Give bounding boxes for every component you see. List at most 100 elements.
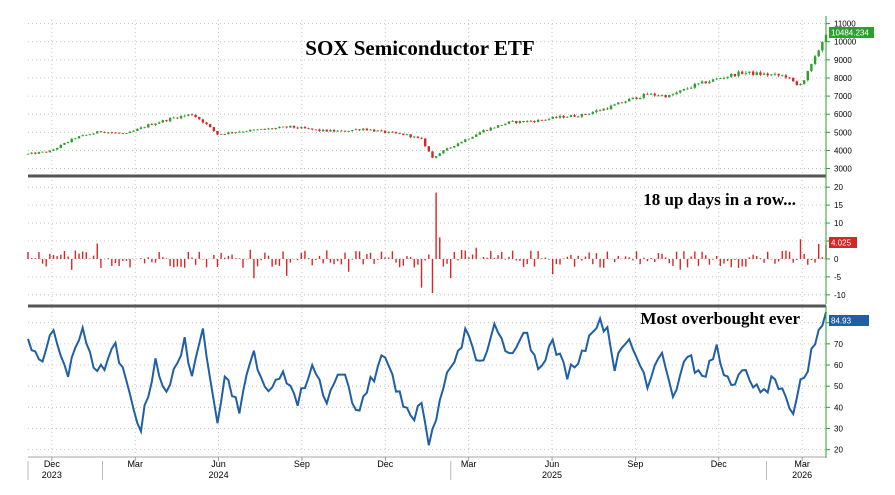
price-candle (362, 127, 365, 131)
price-candle (245, 130, 248, 133)
price-candle (817, 49, 820, 58)
y-tick-label: 8000 (834, 74, 852, 83)
last-value-badge-returns: 4.025 (829, 237, 857, 248)
price-candle (598, 109, 602, 112)
y-tick-label: 10000 (834, 38, 857, 47)
price-candle (649, 92, 653, 96)
price-candle (154, 123, 157, 127)
x-tick-label: Jun (545, 459, 560, 469)
price-candle (41, 151, 44, 153)
price-candle (34, 152, 37, 155)
price-candle (496, 125, 500, 129)
price-candle (668, 94, 671, 98)
price-candle (260, 128, 263, 130)
price-candle (518, 120, 522, 125)
panel-separators (28, 174, 826, 308)
price-candle (423, 137, 427, 147)
y-tick-label: 10 (834, 219, 843, 228)
price-candle (110, 131, 114, 134)
price-candle (420, 137, 423, 140)
price-candle (679, 90, 682, 94)
price-candle (646, 92, 649, 95)
rsi-line (27, 311, 827, 446)
price-candle (321, 129, 325, 132)
price-candle (536, 118, 540, 123)
price-candle (289, 125, 292, 128)
x-axis: Dec Mar Jun Sep Dec Mar Jun Sep Dec Mar 2023 2024 20… (27, 456, 826, 480)
y-tick-label: 0 (834, 255, 839, 264)
x-year-label: 2023 (42, 470, 62, 480)
y-tick-label: 4000 (834, 146, 852, 155)
price-candle (329, 129, 332, 132)
price-candle (770, 73, 773, 76)
price-candle (467, 138, 471, 140)
price-candle (474, 133, 478, 137)
price-candle (238, 130, 241, 133)
price-candle (766, 72, 769, 77)
price-candle (478, 131, 482, 135)
x-tick-label: Dec (377, 459, 394, 469)
price-candle (507, 121, 511, 125)
price-candle (624, 100, 627, 104)
price-candle (132, 130, 135, 133)
price-candle (340, 129, 343, 132)
price-candle (300, 126, 303, 129)
price-candle (376, 130, 380, 132)
price-candle (147, 123, 150, 129)
price-candle (194, 114, 197, 118)
price-candle (394, 131, 398, 134)
price-candle (281, 126, 285, 128)
price-candle (208, 123, 212, 128)
price-candle (431, 151, 434, 159)
price-candle (227, 131, 230, 135)
price-candle (252, 129, 256, 131)
y-tick-label: 5000 (834, 128, 852, 137)
price-candle (511, 120, 514, 122)
price-candle (212, 126, 216, 132)
y-tick-label: 40 (834, 403, 843, 412)
price-candle (700, 80, 704, 84)
price-candle (249, 129, 252, 132)
price-candle (190, 113, 194, 116)
price-candle (391, 131, 394, 133)
price-candle (759, 70, 762, 76)
price-candle (438, 152, 441, 157)
price-candle (489, 126, 492, 132)
price-candle (569, 114, 573, 117)
price-candle (318, 128, 321, 132)
price-candle (205, 121, 208, 126)
price-last-value: 10484.234 (831, 29, 869, 38)
y-tick-label: 20 (834, 446, 843, 455)
price-candle (263, 128, 267, 130)
price-candle (697, 83, 700, 86)
price-candle (372, 128, 376, 133)
price-candle (114, 131, 117, 134)
price-candle (504, 123, 507, 126)
price-candle (587, 113, 591, 116)
price-candle (172, 116, 175, 119)
price-candle (125, 132, 128, 134)
y-tick-label: 50 (834, 382, 843, 391)
price-candle (187, 114, 190, 117)
price-candle (821, 41, 824, 53)
price-candle (201, 118, 205, 124)
price-candle (733, 73, 737, 78)
price-candle (449, 147, 452, 149)
grid-lines (28, 20, 826, 456)
price-candle (453, 146, 456, 149)
price-candle (602, 108, 605, 112)
price-candle (223, 133, 226, 135)
price-candle (241, 131, 245, 133)
price-candle (762, 72, 766, 76)
price-candle (55, 147, 59, 151)
price-candle (336, 130, 339, 132)
price-candle (234, 132, 237, 134)
annotation-up-days: 18 up days in a row... (643, 190, 796, 209)
price-candle (402, 133, 405, 136)
price-candle (526, 120, 529, 123)
x-tick-label: Mar (127, 459, 143, 469)
price-candle (777, 73, 780, 78)
price-candle (179, 115, 183, 120)
price-candle (544, 119, 547, 122)
price-candle (270, 127, 274, 130)
